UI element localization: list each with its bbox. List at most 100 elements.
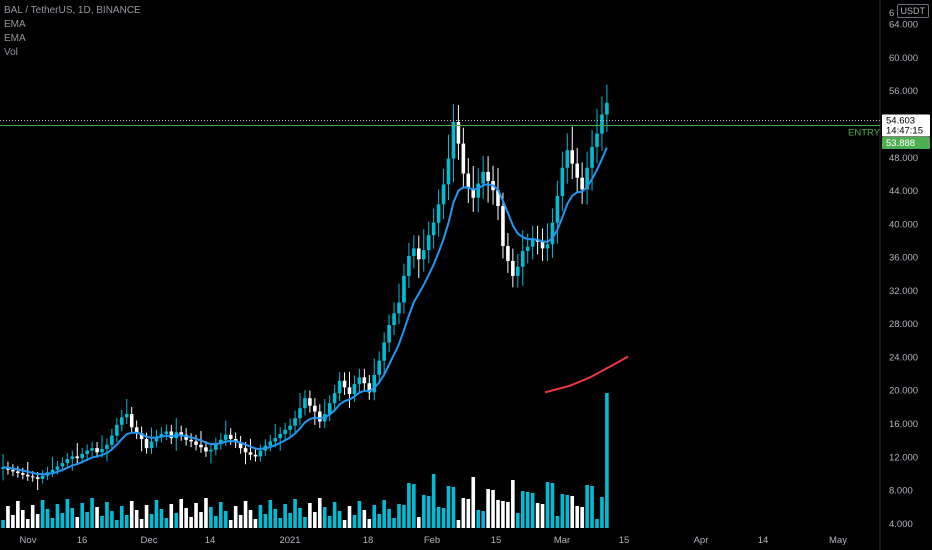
candle-body bbox=[60, 463, 65, 467]
ema-indicator-label-2[interactable]: EMA bbox=[4, 33, 26, 44]
volume-bar bbox=[545, 482, 550, 528]
volume-bar bbox=[144, 505, 149, 528]
volume-bar bbox=[402, 505, 406, 528]
volume-bar bbox=[55, 504, 60, 528]
volume-bar bbox=[16, 501, 20, 528]
volume-bar bbox=[461, 498, 466, 528]
entry-price-value: 53.888 bbox=[886, 138, 915, 149]
entry-price-badge bbox=[882, 137, 930, 149]
volume-bar bbox=[21, 510, 25, 528]
ema-indicator-label[interactable]: EMA bbox=[4, 19, 26, 30]
volume-bar bbox=[372, 505, 377, 528]
volume-bar bbox=[214, 516, 218, 528]
candle-body bbox=[70, 456, 75, 459]
volume-bar bbox=[486, 489, 490, 528]
volume-bar bbox=[530, 493, 535, 528]
candle-body bbox=[16, 471, 20, 474]
volume-bar bbox=[357, 501, 362, 528]
candle-body bbox=[75, 456, 80, 459]
volume-bar bbox=[595, 519, 599, 528]
price-tick-label: 4.000 bbox=[889, 519, 913, 530]
candle-body bbox=[570, 150, 575, 164]
candle-body bbox=[120, 417, 124, 425]
volume-bar bbox=[11, 515, 15, 528]
volume-bar bbox=[382, 500, 386, 528]
volume-indicator-label[interactable]: Vol bbox=[4, 47, 18, 58]
volume-bar bbox=[501, 501, 505, 528]
price-tick-label: 6 bbox=[889, 8, 894, 19]
candle-body bbox=[456, 121, 461, 144]
candle-body bbox=[308, 398, 312, 406]
volume-bar bbox=[184, 508, 188, 528]
candle-body bbox=[555, 196, 560, 223]
volume-bar bbox=[456, 520, 461, 528]
volume-bar bbox=[189, 517, 193, 528]
price-tick-label: 60.000 bbox=[889, 53, 918, 64]
time-tick-label: 15 bbox=[619, 535, 630, 546]
candle-body bbox=[520, 250, 525, 267]
volume-bar bbox=[45, 509, 50, 528]
volume-bar bbox=[6, 506, 10, 528]
symbol-title[interactable]: BAL / TetherUS, 1D, BINANCE bbox=[4, 5, 141, 16]
candle-body bbox=[476, 183, 480, 198]
candle-body bbox=[209, 449, 213, 452]
ema-slow-line bbox=[544, 355, 629, 394]
price-tick-label: 20.000 bbox=[889, 386, 918, 397]
candle-body bbox=[367, 383, 372, 393]
volume-bar bbox=[367, 519, 372, 528]
volume-bar bbox=[90, 498, 94, 528]
volume-bar bbox=[555, 516, 560, 528]
volume-bar bbox=[30, 505, 35, 528]
candle-body bbox=[25, 474, 30, 477]
currency-badge[interactable]: USDT bbox=[896, 4, 929, 18]
volume-bar bbox=[115, 520, 119, 528]
volume-bar bbox=[525, 492, 530, 528]
volume-bar bbox=[80, 503, 84, 528]
candle-body bbox=[496, 190, 500, 207]
volume-bar bbox=[134, 510, 139, 528]
candle-body bbox=[243, 448, 248, 453]
candle-body bbox=[392, 313, 396, 325]
candle-body bbox=[35, 477, 40, 479]
time-tick-label: 14 bbox=[758, 535, 769, 546]
volume-bar bbox=[407, 483, 411, 528]
candle-body bbox=[417, 248, 421, 260]
volume-bar bbox=[590, 486, 594, 528]
candle-body bbox=[298, 408, 302, 419]
candle-body bbox=[258, 450, 263, 457]
volume-bar bbox=[263, 514, 268, 528]
candle-body bbox=[421, 250, 426, 260]
candle-body bbox=[223, 434, 228, 440]
candle-body bbox=[332, 393, 337, 404]
time-tick-label: 2021 bbox=[279, 535, 300, 546]
volume-bar bbox=[159, 509, 164, 528]
volume-bar bbox=[105, 502, 109, 528]
price-tick-label: 28.000 bbox=[889, 319, 918, 330]
last-price-badge bbox=[882, 114, 930, 137]
volume-bar bbox=[446, 486, 451, 528]
volume-bar bbox=[154, 500, 159, 528]
volume-bar bbox=[164, 518, 169, 528]
candle-body bbox=[204, 447, 208, 452]
volume-bar bbox=[392, 518, 396, 528]
candle-body bbox=[387, 324, 391, 343]
candle-body bbox=[595, 133, 599, 147]
price-tick-label: 16.000 bbox=[889, 419, 918, 430]
volume-bar bbox=[362, 510, 367, 528]
candle-body bbox=[342, 380, 347, 388]
ema-fast-line bbox=[2, 147, 608, 476]
volume-bar bbox=[520, 491, 525, 528]
price-tick-label: 8.000 bbox=[889, 486, 913, 497]
candle-body bbox=[600, 114, 604, 134]
candle-body bbox=[585, 167, 589, 190]
candle-body bbox=[486, 171, 490, 182]
candle-body bbox=[590, 146, 594, 168]
volume-bar bbox=[35, 514, 40, 528]
volume-bar bbox=[471, 477, 476, 528]
candle-body bbox=[357, 377, 362, 385]
price-tick-label: 24.000 bbox=[889, 352, 918, 363]
candle-body bbox=[327, 403, 332, 415]
volume-bar bbox=[451, 487, 456, 528]
volume-bar bbox=[600, 497, 604, 528]
